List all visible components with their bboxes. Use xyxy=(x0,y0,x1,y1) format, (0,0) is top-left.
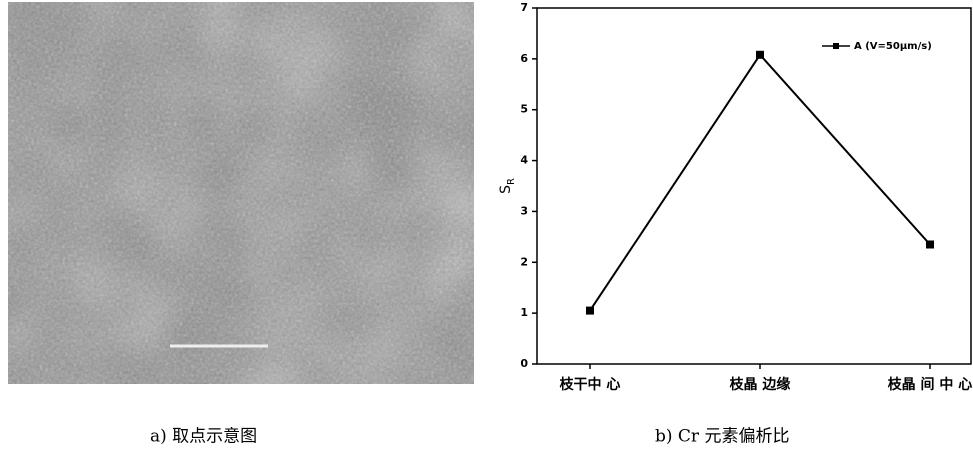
micrograph xyxy=(8,2,474,384)
y-tick-label: 4 xyxy=(520,154,528,167)
y-tick-label: 6 xyxy=(520,52,528,65)
y-tick-label: 2 xyxy=(520,255,528,268)
data-line xyxy=(590,55,930,311)
y-tick-label: 5 xyxy=(520,103,528,116)
legend-marker xyxy=(833,43,839,49)
y-axis-label: SR xyxy=(498,178,517,194)
y-axis-label-sub: R xyxy=(506,178,517,185)
y-tick-label: 1 xyxy=(520,306,528,319)
plot-frame xyxy=(537,8,971,364)
data-point xyxy=(586,307,594,315)
x-tick-label: 枝晶 边缘 xyxy=(729,376,791,393)
y-axis-label-main: S xyxy=(498,185,514,194)
caption-a: a) 取点示意图 xyxy=(150,427,257,447)
legend-label: A (V=50μm/s) xyxy=(854,41,932,52)
y-tick-label: 7 xyxy=(520,1,528,14)
figure: a) 取点示意图 b) Cr 元素偏析比 0 1 2 3 4 5 6 7 SR 枝干中 心 枝晶 边… xyxy=(0,0,973,452)
y-tick-label: 0 xyxy=(520,357,528,370)
x-tick-label: 枝干中 心 xyxy=(559,376,621,393)
caption-b: b) Cr 元素偏析比 xyxy=(655,427,789,447)
x-tick-label: 枝晶 间 中 心 xyxy=(887,376,973,393)
y-tick-label: 3 xyxy=(520,204,528,217)
line-chart: 0 1 2 3 4 5 6 7 SR 枝干中 心 枝晶 边缘 枝晶 间 中 心 A (V=50μm/s) xyxy=(498,1,972,393)
data-point xyxy=(926,240,934,248)
data-point xyxy=(756,51,764,59)
